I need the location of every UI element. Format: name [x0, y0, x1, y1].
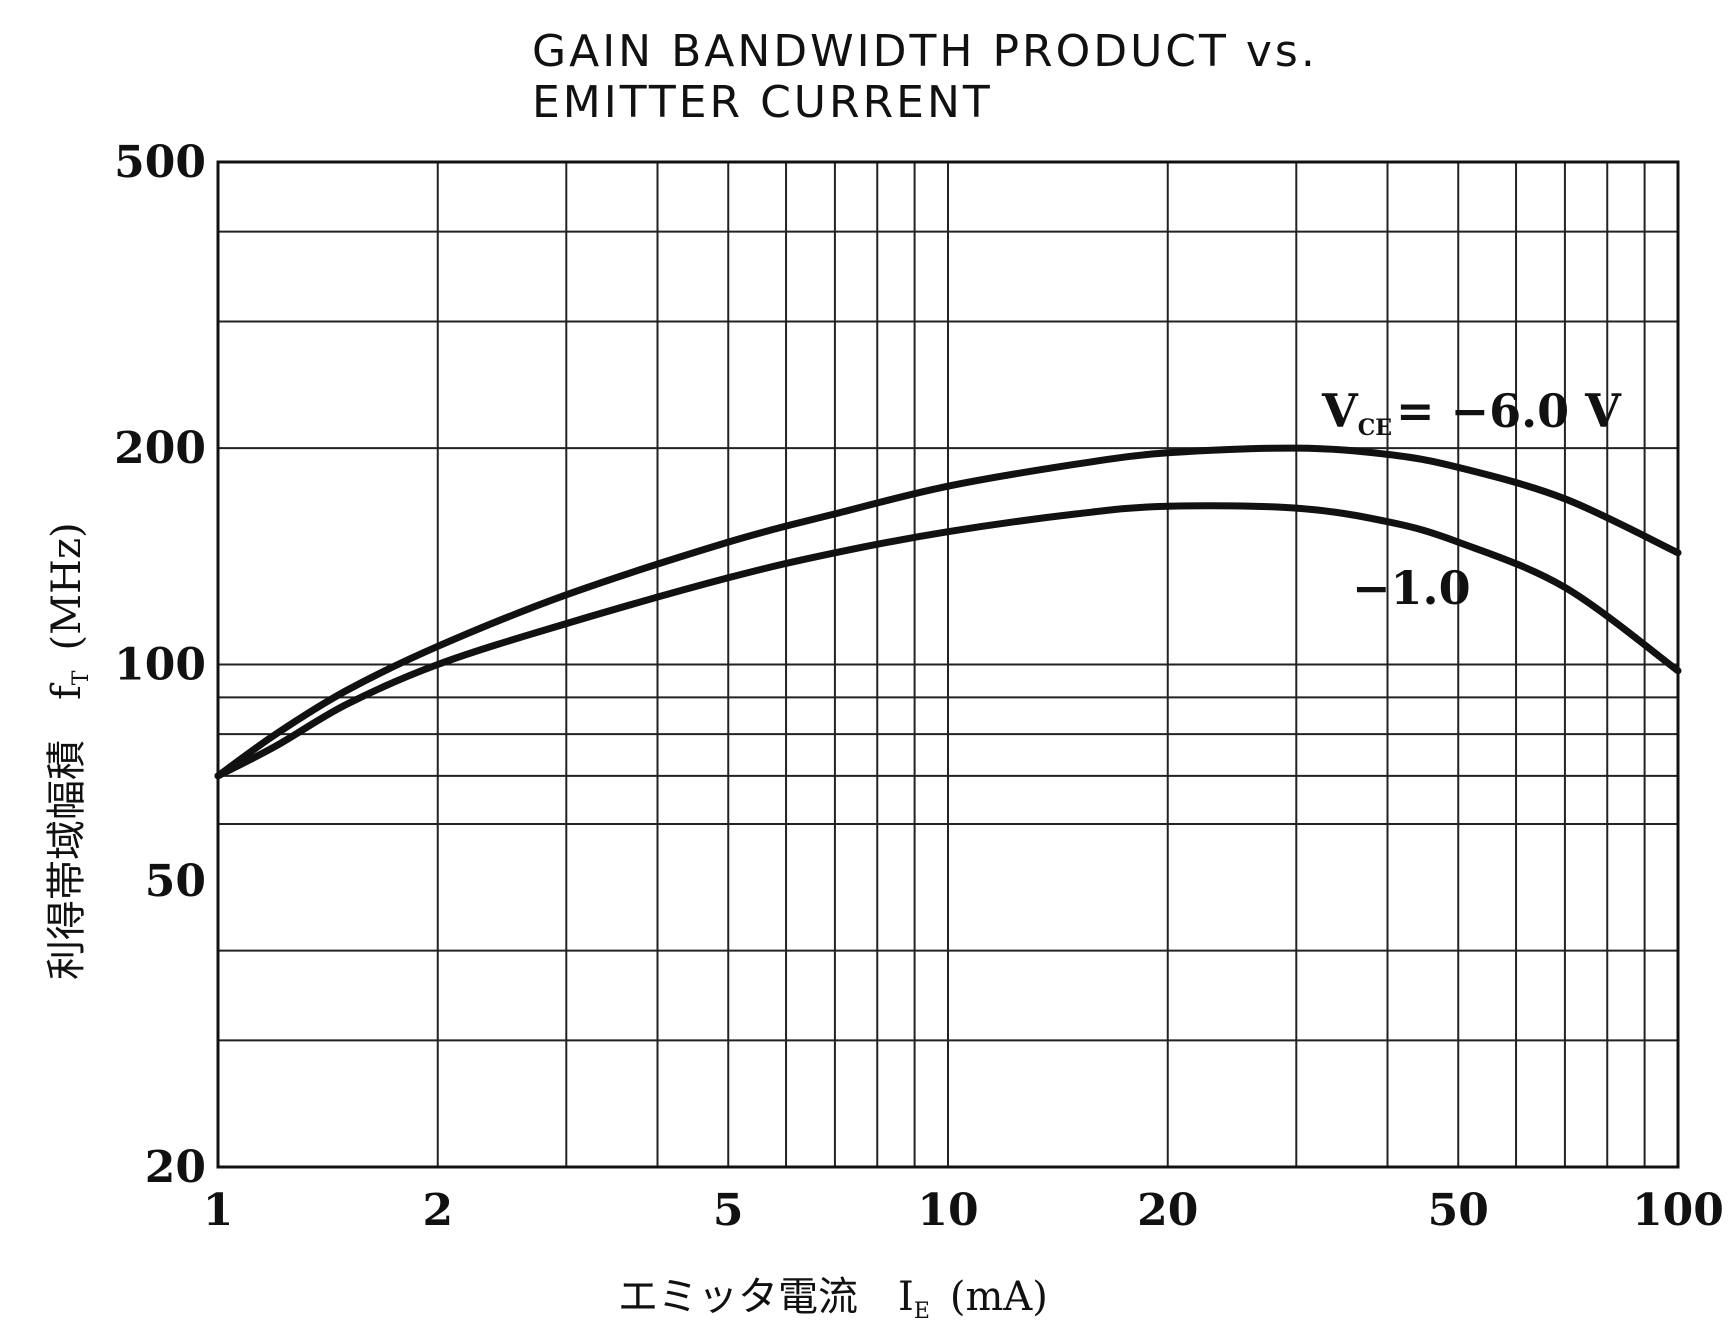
annotation-series2: −1.0 [1352, 561, 1471, 615]
x-tick-label: 2 [422, 1185, 453, 1236]
y-axis-label: 利得帯域幅積 fT (MHz) [44, 522, 94, 980]
y-tick-label: 100 [114, 640, 206, 691]
y-axis-label-sub: T [69, 670, 94, 685]
series-line-0 [214, 444, 1682, 780]
x-tick-label: 10 [917, 1185, 978, 1236]
y-axis-label-text: 利得帯域幅積 f [44, 682, 90, 980]
x-tick-label: 1 [203, 1185, 234, 1236]
chart-title-line1: GAIN BANDWIDTH PRODUCT vs. [532, 26, 1318, 77]
x-tick-labels: 1 2 5 10 20 50 100 [203, 1185, 1724, 1236]
x-axis-label-unit: (mA) [950, 1274, 1048, 1320]
annotation-vce-prefix: V [1321, 384, 1359, 438]
series-group [214, 444, 1682, 780]
annotation-vce-value: = −6.0 V [1396, 384, 1622, 438]
y-axis-label-unit: (MHz) [44, 522, 90, 650]
y-tick-label: 50 [145, 856, 206, 907]
annotation-vce-sub: CE [1358, 415, 1392, 441]
y-tick-label: 200 [114, 423, 206, 474]
y-tick-label: 20 [145, 1142, 206, 1193]
x-axis-label-sub: E [914, 1299, 930, 1324]
plot-frame [216, 160, 1680, 1169]
grid [218, 162, 1678, 1167]
y-tick-labels: 20 50 100 200 500 [114, 137, 206, 1193]
x-axis-label-text: エミッタ電流 I [618, 1274, 914, 1320]
x-tick-label: 50 [1428, 1185, 1489, 1236]
annotation-vce: VCE= −6.0 V [1321, 384, 1622, 441]
chart-title-line2: EMITTER CURRENT [532, 77, 993, 128]
series-line-1 [214, 502, 1682, 780]
x-tick-label: 5 [713, 1185, 744, 1236]
x-tick-label: 100 [1632, 1185, 1724, 1236]
x-axis-label: エミッタ電流 IE (mA) [618, 1274, 1048, 1324]
x-tick-label: 20 [1137, 1185, 1198, 1236]
y-tick-label: 500 [114, 137, 206, 188]
